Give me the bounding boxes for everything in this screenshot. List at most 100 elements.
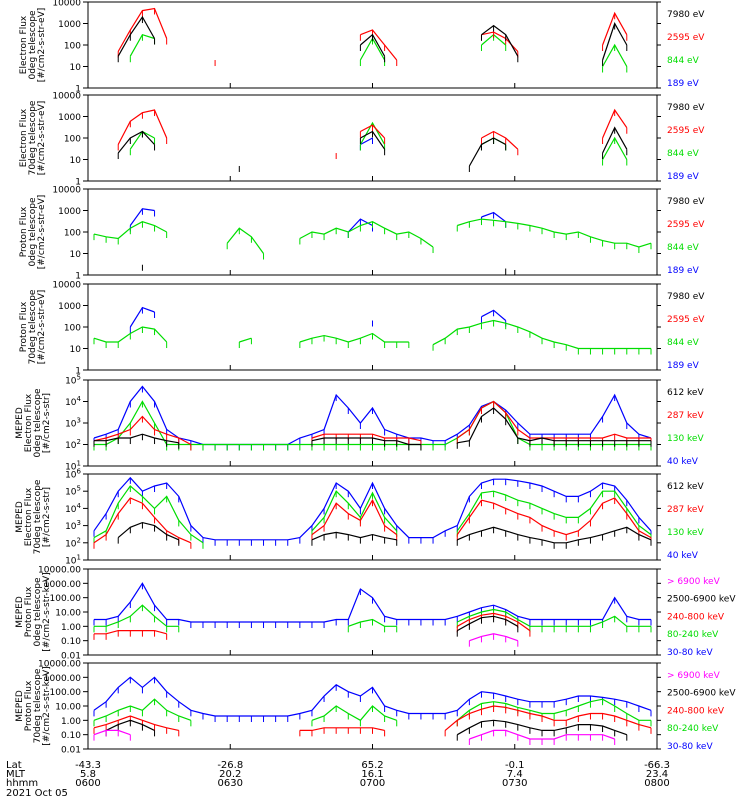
xaxis-date: 2021 Oct 05: [6, 788, 68, 799]
legend-entry: 40 keV: [667, 551, 699, 561]
legend-entry: 80-240 keV: [667, 724, 719, 734]
y-tick-label: 1000: [58, 20, 81, 30]
y-axis-label: 0deg telescope: [28, 197, 38, 267]
series-line: [129, 208, 507, 233]
series-line: [94, 612, 531, 635]
series-line: [117, 126, 628, 167]
x-tick-label-mlt: 16.1: [361, 769, 383, 780]
y-tick-label: 10: [70, 156, 82, 166]
panel-2: 1 10 100 1000 10000 Electron Flux 70deg telesc…: [19, 92, 705, 188]
y-axis-label: 70deg telescope: [28, 100, 38, 175]
y-axis-label: Proton Flux: [19, 206, 29, 257]
series-line: [457, 615, 519, 632]
legend-entry: 130 keV: [667, 528, 704, 538]
y-tick-label: 10.00: [55, 609, 81, 619]
x-tick-label-lat: -0.1: [505, 760, 525, 771]
series-line: [129, 33, 628, 67]
legend-entry: 240-800 keV: [667, 612, 725, 622]
series-2595-ev: [117, 108, 628, 160]
legend-entry: 189 eV: [667, 266, 700, 276]
y-tick-label: 1.00: [61, 717, 81, 727]
plot-frame: [87, 188, 658, 276]
y-axis-label: 0deg telescope: [28, 10, 38, 80]
legend-entry: 844 eV: [667, 243, 700, 253]
xaxis-row-label-hhmm: hhmm: [6, 778, 38, 789]
y-axis-label: MEPED: [15, 407, 25, 439]
y-axis-label: Electron Flux: [19, 15, 29, 74]
x-tick-label-mlt: 23.4: [646, 769, 668, 780]
y-tick-label: 103: [65, 417, 81, 430]
series-line: [93, 729, 615, 740]
y-tick-label: 1: [75, 85, 81, 95]
y-tick-label: 1000: [58, 113, 81, 123]
series-line: [93, 218, 652, 254]
legend-entry: 189 eV: [667, 361, 700, 371]
series-line: [93, 400, 651, 446]
y-tick-label: 102: [65, 536, 81, 549]
legend-entry: 612 keV: [667, 388, 704, 398]
y-tick-label: 10000.00: [38, 566, 81, 576]
y-tick-label: 100: [64, 229, 81, 239]
legend-entry: 844 eV: [667, 56, 700, 66]
series-240-800-kev: [93, 705, 652, 737]
plot-frame: [87, 1, 658, 89]
legend-entry: > 6900 keV: [667, 577, 721, 587]
panel-3: 1 10 100 1000 10000 Proton Flux 0deg telescope…: [19, 186, 705, 282]
series-844-ev: [93, 319, 652, 355]
y-axis-label: Electron Flux: [24, 393, 34, 452]
x-tick-label-time: 0800: [644, 778, 669, 789]
y-axis-label: MEPED: [15, 690, 25, 722]
legend-entry: 189 eV: [667, 172, 700, 182]
y-tick-label: 0.01: [61, 746, 81, 756]
legend-entry: 2595 eV: [667, 315, 705, 325]
y-axis-label: [#/cm2-s-str]: [42, 487, 52, 547]
legend-entry: 2595 eV: [667, 220, 705, 230]
series-80-240-kev: [93, 604, 652, 633]
series-line: [94, 604, 651, 627]
legend-entry: 80-240 keV: [667, 630, 719, 640]
y-tick-label: 10000: [52, 92, 81, 102]
y-tick-label: 1000: [58, 207, 81, 217]
x-tick-label-mlt: 20.2: [219, 769, 241, 780]
series-line: [117, 7, 628, 61]
x-tick-label-time: 0630: [218, 778, 243, 789]
y-tick-label: 1: [75, 178, 81, 188]
y-tick-label: 102: [65, 438, 81, 451]
x-tick-label-lat: -66.3: [644, 760, 670, 771]
series-130-kev: [93, 485, 652, 549]
legend-entry: 2595 eV: [667, 126, 705, 136]
y-tick-label: 100.00: [50, 594, 82, 604]
series-line: [117, 15, 628, 61]
series-line: [360, 137, 373, 146]
y-tick-label: 104: [65, 395, 81, 408]
y-axis-label: Proton Flux: [19, 301, 29, 352]
y-axis-label: Proton Flux: [24, 586, 34, 637]
y-tick-label: 1.00: [61, 623, 81, 633]
legend-entry: > 6900 keV: [667, 671, 721, 681]
series-287-kev: [93, 497, 652, 549]
series-2500-6900-kev: [456, 615, 519, 637]
y-tick-label: 10000: [52, 186, 81, 196]
series-7980-ev: [117, 126, 628, 172]
series-line: [93, 676, 652, 717]
panel-4: 1 10 100 1000 10000 Proton Flux 70deg telescop…: [19, 281, 705, 377]
legend-entry: 7980 eV: [667, 292, 705, 302]
y-axis-label: Electron Flux: [19, 108, 29, 167]
legend-entry: 7980 eV: [667, 103, 705, 113]
y-tick-label: 10: [70, 63, 82, 73]
panel-1: 1 10 100 1000 10000 Electron Flux 0deg telesco…: [19, 0, 705, 95]
legend-entry: 30-80 keV: [667, 648, 713, 658]
y-axis-label: 0deg telescope: [33, 388, 43, 458]
x-tick-label-mlt: 5.8: [80, 769, 96, 780]
x-tick-label-mlt: 7.4: [507, 769, 523, 780]
y-axis-label: 70deg telescope: [33, 668, 43, 743]
panel-8: 0.01 0.10 1.00 10.00 100.00 1000.00 10000.00 ME…: [15, 660, 736, 756]
y-tick-label: 104: [65, 502, 81, 515]
y-tick-label: 10000.00: [38, 660, 81, 670]
y-axis-label: [#/cm2-s-str-keV]: [42, 572, 52, 651]
series-line: [93, 698, 651, 722]
y-axis-label: [#/cm2-s-str-eV]: [37, 195, 47, 270]
panel-6: 101 102 103 104 105 106 MEPED Electron Flux 70de…: [15, 468, 704, 567]
